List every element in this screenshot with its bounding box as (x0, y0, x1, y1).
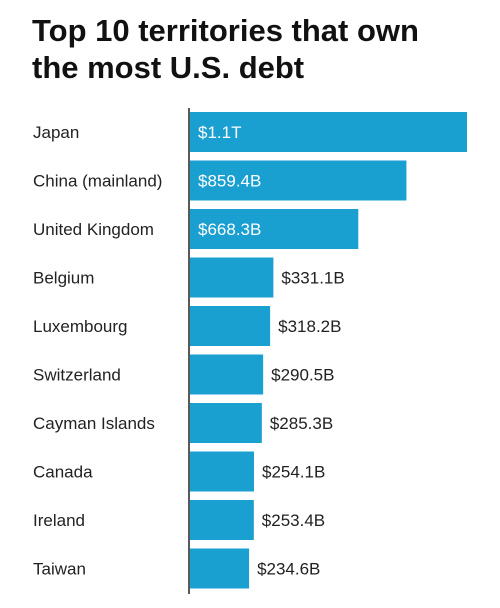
value-label: $253.4B (262, 511, 325, 530)
bar (190, 354, 264, 395)
bars: Japan $1.1T China (mainland) $859.4B United … (33, 112, 467, 589)
value-label: $285.3B (270, 414, 333, 433)
bar (190, 209, 359, 249)
category-label: Belgium (33, 269, 94, 288)
category-label: Switzerland (33, 366, 121, 385)
chart-title: Top 10 territories that own the most U.S… (32, 13, 419, 85)
category-label: Cayman Islands (33, 414, 155, 433)
category-label: United Kingdom (33, 220, 154, 239)
bar (190, 403, 262, 443)
category-label: Japan (33, 123, 79, 142)
category-label: Ireland (33, 511, 85, 530)
value-label: $254.1B (262, 463, 325, 482)
bar (190, 112, 467, 152)
bar (190, 500, 254, 540)
value-label: $668.3B (198, 220, 261, 239)
value-label: $290.5B (271, 366, 334, 385)
bar (190, 451, 254, 492)
category-label: Luxembourg (33, 317, 128, 336)
category-label: China (mainland) (33, 172, 162, 191)
category-label: Taiwan (33, 560, 86, 579)
value-label: $859.4B (198, 172, 261, 191)
bar (190, 257, 274, 298)
category-label: Canada (33, 463, 93, 482)
bar (190, 160, 407, 201)
value-label: $234.6B (257, 560, 320, 579)
value-label: $331.1B (281, 269, 344, 288)
value-label: $1.1T (198, 123, 241, 142)
bar (190, 548, 250, 589)
value-label: $318.2B (278, 317, 341, 336)
bar (190, 306, 271, 346)
